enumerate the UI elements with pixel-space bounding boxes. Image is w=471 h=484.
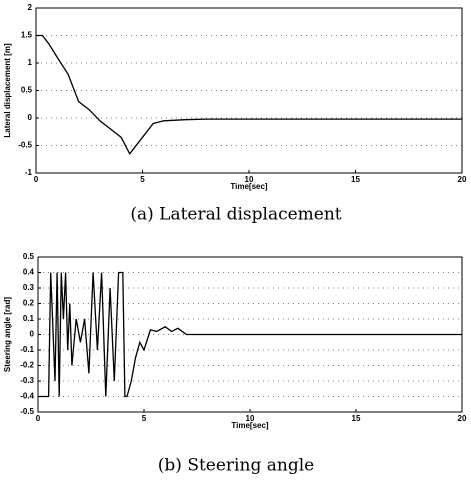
y-tick-label: -0.5: [20, 407, 34, 416]
x-tick-label: 0: [36, 414, 41, 423]
y-tick-label: 2: [28, 3, 33, 12]
x-tick-label: 15: [352, 414, 361, 423]
data-line: [38, 271, 462, 398]
x-tick-label: 20: [458, 414, 467, 423]
y-tick-label: 0.2: [23, 299, 35, 308]
y-tick-label: -0.4: [20, 392, 34, 401]
y-tick-label: 0: [30, 330, 35, 339]
x-tick-label: 5: [140, 175, 145, 184]
y-tick-label: -1: [25, 168, 33, 177]
y-tick-label: -0.2: [20, 361, 34, 370]
caption: (b) Steering angle: [158, 456, 314, 476]
caption: (a) Lateral displacement: [130, 205, 341, 225]
y-tick-label: 0.5: [23, 252, 35, 261]
x-axis-label: Time[sec]: [231, 421, 269, 430]
y-tick-label: 1.5: [21, 31, 33, 40]
y-tick-label: 1: [28, 58, 33, 67]
y-tick-label: 0: [28, 113, 33, 122]
y-tick-label: 0.4: [23, 268, 35, 277]
x-tick-label: 0: [34, 175, 39, 184]
data-line: [36, 34, 462, 156]
x-tick-label: 10: [245, 175, 254, 184]
y-tick-label: 0.1: [23, 314, 35, 323]
x-tick-label: 15: [351, 175, 360, 184]
y-tick-label: 0.3: [23, 283, 35, 292]
x-tick-label: 5: [142, 414, 147, 423]
x-tick-label: 20: [458, 175, 467, 184]
x-axis-label: Time[sec]: [230, 182, 268, 191]
y-tick-label: -0.3: [20, 376, 34, 385]
y-tick-label: -0.5: [18, 141, 32, 150]
y-axis-label: Lateral displacement [m]: [3, 43, 12, 138]
y-tick-label: 0.5: [21, 86, 33, 95]
x-tick-label: 10: [246, 414, 255, 423]
y-axis-label: Steering angle [rad]: [3, 297, 12, 372]
y-tick-label: -0.1: [20, 345, 34, 354]
plot-frame: [35, 7, 463, 174]
